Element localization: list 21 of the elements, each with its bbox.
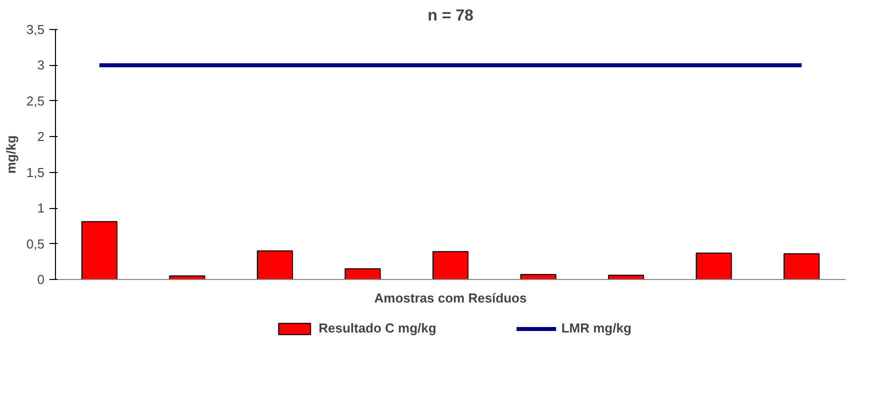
- legend-label: Resultado C mg/kg: [318, 320, 436, 336]
- bar: [256, 250, 293, 280]
- y-tick-label: 0,5: [26, 236, 45, 252]
- y-tick-label: 2,5: [26, 93, 45, 108]
- bar: [432, 251, 469, 280]
- y-tick-label: 3: [37, 58, 45, 73]
- chart-title: n = 78: [428, 8, 474, 24]
- bar: [696, 252, 732, 280]
- y-tick-label: 0: [37, 272, 45, 287]
- legend-label: LMR mg/kg: [561, 320, 632, 336]
- y-tick-label: 3,5: [26, 22, 45, 37]
- bar: [344, 268, 381, 280]
- y-tick-label: 1,5: [26, 164, 45, 180]
- bar: [520, 274, 556, 280]
- bar: [81, 221, 118, 280]
- y-axis-title: mg/kg: [3, 135, 18, 174]
- bar: [608, 274, 644, 280]
- x-axis-title: Amostras com Resíduos: [374, 290, 527, 306]
- bar: [784, 253, 820, 280]
- y-tick-label: 1: [37, 200, 45, 216]
- y-tick-label: 2: [37, 129, 45, 144]
